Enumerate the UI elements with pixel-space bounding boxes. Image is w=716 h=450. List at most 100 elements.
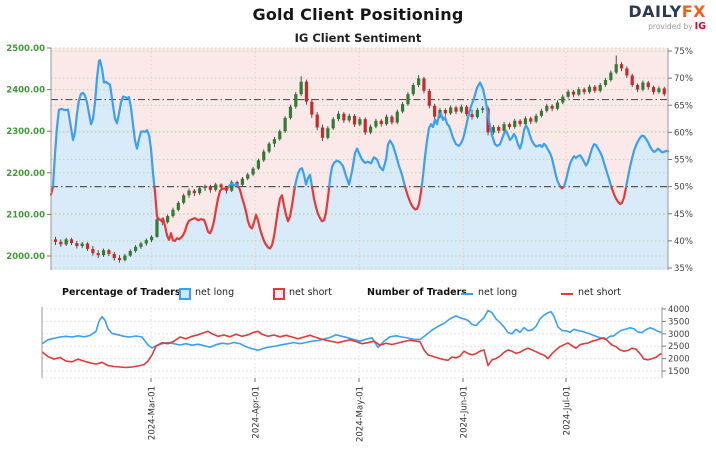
legend-number-header: Number of Traders (367, 287, 467, 298)
candle-body (107, 250, 111, 254)
chart-subtitle: IG Client Sentiment (294, 31, 422, 45)
candle-body (598, 85, 602, 91)
candle-body (358, 119, 362, 125)
candle-body (80, 243, 84, 247)
net-long-pct-segment (625, 134, 670, 188)
price-tick-label: 2500.00 (6, 44, 45, 54)
net-short-count-line (41, 330, 663, 369)
number-of-traders-chart: 4000 3500 3000 2500 2000 1500 2024-Mar-01 2024-… (41, 305, 690, 442)
candle-body (651, 87, 656, 93)
candle-body (470, 114, 474, 118)
candle-body (587, 86, 592, 93)
provided-by-ig: provided by IG (648, 21, 706, 32)
candle-body (85, 243, 90, 249)
candle-body (577, 89, 581, 95)
candle-body (155, 219, 159, 237)
candle-body (219, 184, 223, 188)
date-tick-label: 2024-Mar-01 (148, 386, 158, 440)
candle-body (593, 86, 597, 91)
candle-body (91, 248, 95, 254)
net-long-pct-segment (51, 59, 156, 188)
candle-body (433, 105, 437, 117)
candle-body (278, 131, 282, 140)
candle-body (101, 250, 106, 256)
candle-body (384, 116, 389, 125)
candle-body (491, 127, 495, 133)
net-long-count-dash-icon (461, 293, 473, 295)
candle-body (422, 78, 426, 91)
candle-body (320, 127, 325, 138)
date-tick-label: 2024-Jul-01 (563, 386, 573, 435)
legend-net-long-count: net long (478, 287, 518, 298)
dailyfx-wordmark: DAILYFX (628, 2, 706, 21)
legend-net-short-pct: net short (289, 287, 333, 298)
candle-body (427, 90, 431, 106)
percent-tick-label: 45% (674, 210, 693, 220)
candle-body (294, 94, 298, 107)
candle-body (262, 151, 266, 161)
candle-body (144, 240, 148, 244)
candle-body (246, 174, 250, 179)
price-tick-label: 2200.00 (6, 169, 45, 179)
net-long-pct-segment (420, 81, 562, 188)
net-long-pct-segment (562, 143, 613, 188)
candle-body (406, 94, 410, 105)
candle-body (566, 91, 570, 97)
candle-body (635, 85, 640, 90)
ig-logo: IG (694, 21, 706, 32)
date-tick-label: 2024-Apr-01 (252, 386, 262, 439)
candle-body (64, 239, 68, 245)
candle-body (662, 88, 666, 95)
candle-body (657, 88, 661, 93)
candle-body (187, 190, 191, 196)
price-tick-label: 2300.00 (6, 127, 45, 137)
candle-body (481, 108, 485, 110)
candle-body (379, 120, 383, 125)
net-long-pct-segment (293, 167, 314, 188)
candle-body (166, 216, 170, 223)
candle-body (214, 184, 218, 190)
candle-body (230, 181, 234, 191)
main-chart: 2500.00 2400.00 2300.00 2200.00 2100.00 2000.… (6, 44, 693, 274)
candle-body (465, 106, 469, 115)
candle-body (390, 116, 394, 123)
candle-body (475, 109, 479, 118)
candle-body (176, 202, 180, 210)
page-title: Gold Client Positioning (252, 5, 464, 24)
candle-body (256, 160, 261, 169)
candle-body (288, 106, 293, 118)
net-short-pct-segment (310, 185, 331, 223)
candle-body (603, 80, 608, 86)
candle-body (171, 209, 175, 217)
candle-body (59, 241, 63, 245)
net-long-count-line (41, 309, 663, 351)
candle-body (411, 85, 415, 95)
legend-net-short-count: net short (578, 287, 622, 298)
candle-body (203, 186, 207, 189)
candle-body (545, 105, 549, 111)
count-tick-label: 2000 (668, 355, 690, 365)
candle-body (619, 64, 624, 69)
price-tick-label: 2400.00 (6, 86, 45, 96)
candle-body (507, 124, 511, 128)
main-gridlines (51, 47, 668, 270)
candle-body (395, 111, 399, 123)
candle-body (272, 139, 277, 144)
count-tick-label: 2500 (668, 342, 690, 352)
candle-body (75, 243, 79, 247)
candle-body (449, 107, 453, 114)
percent-tick-label: 60% (674, 128, 693, 138)
candle-body (336, 113, 341, 120)
sentiment-line (49, 59, 670, 250)
candle-body (267, 143, 271, 152)
percent-tick-label: 50% (674, 183, 693, 193)
bottom-gridlines (42, 307, 662, 379)
candle-body (240, 178, 244, 185)
candle-body (401, 104, 405, 112)
candle-body (304, 81, 309, 102)
candle-body (347, 115, 351, 121)
percent-tick-label: 40% (674, 237, 693, 247)
candle-body (251, 168, 255, 175)
count-tick-label: 3500 (668, 317, 690, 327)
candle-body (235, 181, 239, 185)
